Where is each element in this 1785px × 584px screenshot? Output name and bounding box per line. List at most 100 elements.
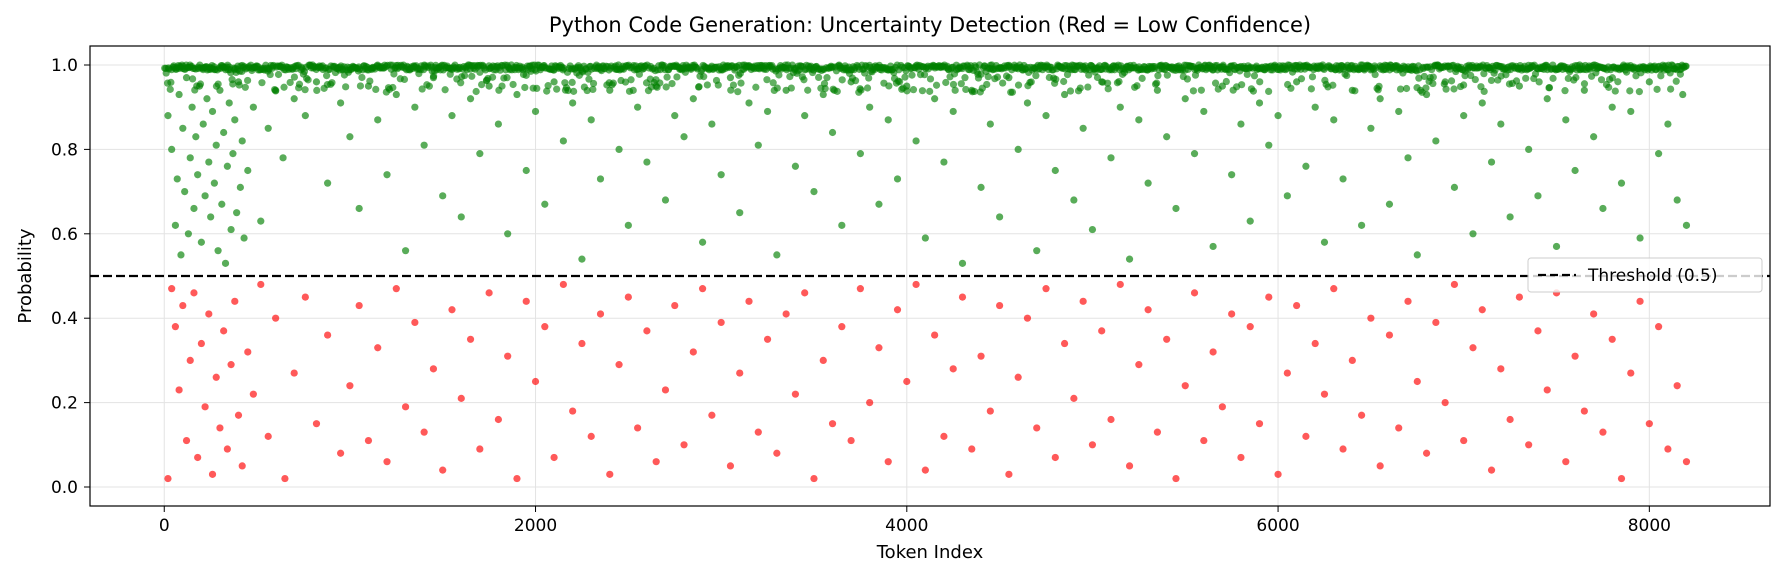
scatter-point-high <box>615 145 623 153</box>
y-tick-label: 0.4 <box>51 309 78 329</box>
scatter-point-low <box>171 323 179 331</box>
scatter-point-high <box>1358 221 1366 229</box>
scatter-point-low <box>1060 339 1069 348</box>
scatter-point-high <box>220 128 228 137</box>
scatter-point-low <box>661 386 670 394</box>
scatter-point-low <box>1506 415 1514 424</box>
scatter-point-high-dense <box>544 82 552 90</box>
scatter-point-high <box>1682 221 1691 229</box>
scatter-point-high <box>210 179 218 187</box>
scatter-point-low <box>182 436 191 445</box>
scatter-point-high-dense <box>1611 87 1619 95</box>
scatter-point-high-dense <box>1008 88 1017 96</box>
scatter-point-high-dense <box>926 75 935 83</box>
scatter-point-low <box>476 445 484 453</box>
scatter-point-high <box>312 78 321 86</box>
scatter-point-low <box>494 415 502 424</box>
scatter-point-low <box>249 390 257 398</box>
scatter-point-high <box>1330 116 1338 124</box>
scatter-point-high <box>229 150 237 158</box>
scatter-point-high-dense <box>983 80 991 89</box>
scatter-point-low <box>754 428 762 436</box>
scatter-point-high-dense <box>838 76 846 84</box>
scatter-point-high <box>1441 78 1449 86</box>
scatter-point-high <box>466 95 475 103</box>
scatter-point-high <box>773 251 781 259</box>
scatter-point-low <box>671 301 679 310</box>
scatter-point-high-dense <box>769 79 777 87</box>
scatter-point-high <box>392 90 400 99</box>
scatter-point-high <box>940 158 948 166</box>
scatter-point-high <box>1023 99 1032 107</box>
scatter-point-high <box>257 217 265 225</box>
scatter-point-high <box>977 183 985 191</box>
scatter-point-high-dense <box>949 80 958 89</box>
scatter-point-high-dense <box>993 73 1002 81</box>
scatter-point-high <box>201 192 209 200</box>
scatter-point-high <box>1255 99 1264 107</box>
scatter-point-low <box>1478 306 1486 314</box>
scatter-point-high-dense <box>1032 72 1040 80</box>
scatter-point-low <box>231 297 239 305</box>
chart-title: Python Code Generation: Uncertainty Dete… <box>549 13 1311 37</box>
scatter-point-high-dense <box>1653 85 1661 93</box>
scatter-point-high <box>194 171 202 179</box>
scatter-point-high-dense <box>266 70 274 79</box>
scatter-point-high <box>411 103 419 111</box>
scatter-point-low <box>940 432 948 440</box>
scatter-point-low <box>264 432 272 440</box>
scatter-point-high <box>1562 116 1570 124</box>
scatter-point-high-dense <box>543 87 551 95</box>
scatter-point-low <box>1367 314 1375 322</box>
scatter-point-high <box>838 221 846 229</box>
scatter-point-low <box>234 411 243 419</box>
scatter-point-high <box>1645 78 1653 86</box>
scatter-point-high <box>1051 166 1059 175</box>
scatter-point-high-dense <box>821 84 829 93</box>
scatter-point-high <box>958 259 967 267</box>
scatter-point-high <box>606 86 614 94</box>
scatter-point-high <box>661 196 670 204</box>
scatter-point-low <box>912 280 920 289</box>
scatter-point-low <box>1098 327 1106 335</box>
scatter-point-high-dense <box>241 83 249 91</box>
scatter-point-high <box>199 120 207 128</box>
x-tick-label: 2000 <box>514 516 557 536</box>
scatter-point-low <box>736 369 744 377</box>
scatter-point-high <box>1376 95 1384 103</box>
scatter-point-low <box>541 323 549 331</box>
scatter-point-high <box>1627 107 1635 116</box>
scatter-point-low <box>257 280 265 289</box>
scatter-point-low <box>1237 453 1245 462</box>
scatter-point-high-dense <box>509 80 517 89</box>
scatter-point-high-dense <box>372 85 380 94</box>
scatter-point-high <box>1088 225 1097 234</box>
scatter-point-low <box>875 344 883 352</box>
scatter-point-high-dense <box>1545 83 1554 92</box>
scatter-point-high <box>1163 133 1171 141</box>
scatter-point-high-dense <box>857 86 865 94</box>
scatter-point-high <box>1506 213 1514 221</box>
scatter-point-high <box>225 99 233 107</box>
scatter-point-low <box>856 285 864 293</box>
scatter-point-high-dense <box>1115 77 1123 86</box>
scatter-point-high <box>279 154 287 162</box>
scatter-point-low <box>175 386 183 394</box>
scatter-point-high-dense <box>258 79 266 87</box>
scatter-point-high <box>1404 154 1412 162</box>
scatter-point-high <box>223 162 231 170</box>
scatter-point-high-dense <box>313 86 321 94</box>
x-tick-label: 0 <box>159 516 170 536</box>
scatter-point-high-dense <box>274 70 283 79</box>
scatter-point-high <box>207 213 215 221</box>
scatter-point-low <box>1664 445 1672 453</box>
scatter-point-high <box>1005 74 1013 82</box>
scatter-point-high-dense <box>1657 72 1665 80</box>
scatter-point-low <box>1562 458 1570 466</box>
scatter-point-low <box>272 314 280 322</box>
scatter-point-low <box>550 453 558 462</box>
scatter-point-low <box>1255 420 1264 428</box>
scatter-point-high-dense <box>521 83 529 92</box>
scatter-point-high <box>893 175 902 183</box>
scatter-point-low <box>227 361 235 369</box>
